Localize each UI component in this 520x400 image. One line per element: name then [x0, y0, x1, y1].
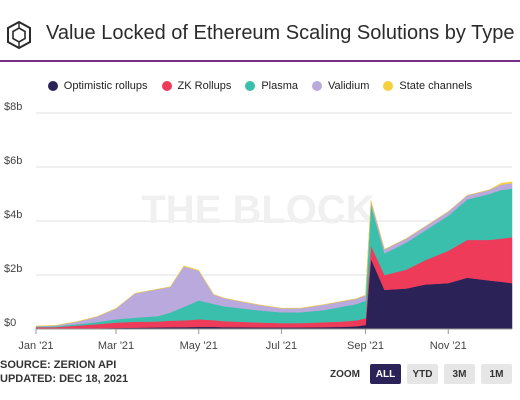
- legend-swatch: [383, 81, 394, 91]
- x-tick-label: Sep '21: [347, 340, 384, 352]
- stacked-area-chart: THE BLOCK $0 $2b $4b $6b $8b Jan '21 Mar '21 M…: [4, 101, 513, 352]
- legend-item-zk-rollups[interactable]: ZK Rollups: [161, 80, 232, 92]
- zoom-controls: ZOOM ALL YTD 3M 1M: [330, 364, 512, 384]
- y-tick-label: $8b: [4, 101, 22, 113]
- x-axis-ticks: Jan '21 Mar '21 May '21 Jul '21 Sep '21 Nov '…: [18, 328, 512, 352]
- y-tick-label: $0: [4, 317, 16, 329]
- legend-item-state-channels[interactable]: State channels: [383, 80, 472, 92]
- x-tick-label: Jul '21: [266, 340, 297, 352]
- legend-label: Optimistic rollups: [63, 80, 148, 92]
- legend-item-optimistic-rollups[interactable]: Optimistic rollups: [47, 80, 148, 92]
- legend-label: ZK Rollups: [177, 80, 232, 92]
- legend-item-plasma[interactable]: Plasma: [245, 80, 298, 92]
- zoom-3m-button[interactable]: 3M: [444, 364, 475, 384]
- zoom-ytd-button[interactable]: YTD: [407, 364, 438, 384]
- y-tick-label: $4b: [4, 209, 22, 221]
- legend-swatch: [312, 81, 323, 91]
- zoom-label: ZOOM: [330, 368, 360, 380]
- chart-legend: Optimistic rollups ZK Rollups Plasma Val…: [0, 80, 520, 92]
- watermark: THE BLOCK: [141, 188, 374, 232]
- source-note: SOURCE: ZERION API: [0, 359, 117, 371]
- updated-note: UPDATED: DEC 18, 2021: [0, 373, 129, 385]
- zoom-1m-button[interactable]: 1M: [481, 364, 512, 384]
- zoom-all-button[interactable]: ALL: [370, 364, 401, 384]
- y-tick-label: $2b: [4, 263, 22, 275]
- title-divider: [0, 60, 520, 62]
- x-tick-label: Mar '21: [98, 340, 134, 352]
- area-state-channels[interactable]: [35, 181, 513, 327]
- legend-label: State channels: [399, 80, 473, 92]
- legend-label: Plasma: [261, 80, 299, 92]
- the-block-logo-icon: [7, 20, 31, 50]
- legend-swatch: [161, 81, 172, 91]
- chart-title: Value Locked of Ethereum Scaling Solutio…: [46, 22, 515, 44]
- x-tick-label: Nov '21: [430, 340, 467, 352]
- chart-footer: SOURCE: ZERION API UPDATED: DEC 18, 2021: [0, 358, 128, 386]
- y-axis-ticks: $0 $2b $4b $6b $8b: [4, 101, 22, 329]
- x-tick-label: May '21: [180, 340, 218, 352]
- area-series: [35, 181, 513, 330]
- legend-item-validium[interactable]: Validium: [312, 80, 369, 92]
- legend-label: Validium: [328, 80, 370, 92]
- legend-swatch: [245, 81, 256, 91]
- chart-header: Value Locked of Ethereum Scaling Solutio…: [0, 0, 520, 60]
- y-tick-label: $6b: [4, 155, 22, 167]
- legend-swatch: [47, 81, 58, 91]
- x-tick-label: Jan '21: [18, 340, 53, 352]
